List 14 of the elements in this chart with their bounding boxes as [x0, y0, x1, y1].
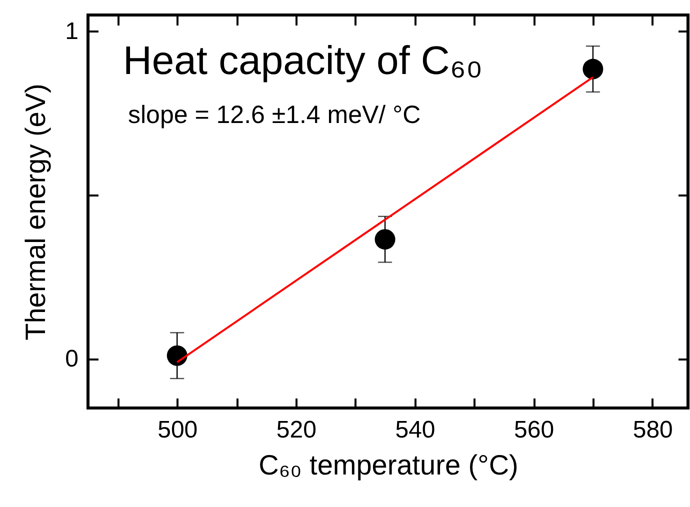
point [582, 58, 604, 80]
y-tick-label: 0 [65, 345, 78, 372]
annotation: Heat capacity of C₆₀ [123, 39, 483, 83]
x-tick-label: 560 [514, 416, 554, 444]
x-tick-label: 540 [395, 416, 436, 444]
annotation: slope = 12.6 ±1.4 meV/ °C [128, 101, 421, 129]
x-tick-label: 580 [632, 416, 673, 444]
y-tick-label: 1 [65, 18, 78, 45]
x-tick-label: 500 [158, 416, 198, 444]
point [166, 345, 188, 366]
x-axis-title: C₆₀ temperature (°C) [258, 450, 518, 480]
y-axis-title: Thermal energy (eV) [20, 84, 52, 340]
point [374, 229, 396, 250]
x-tick-label: 520 [276, 416, 316, 444]
